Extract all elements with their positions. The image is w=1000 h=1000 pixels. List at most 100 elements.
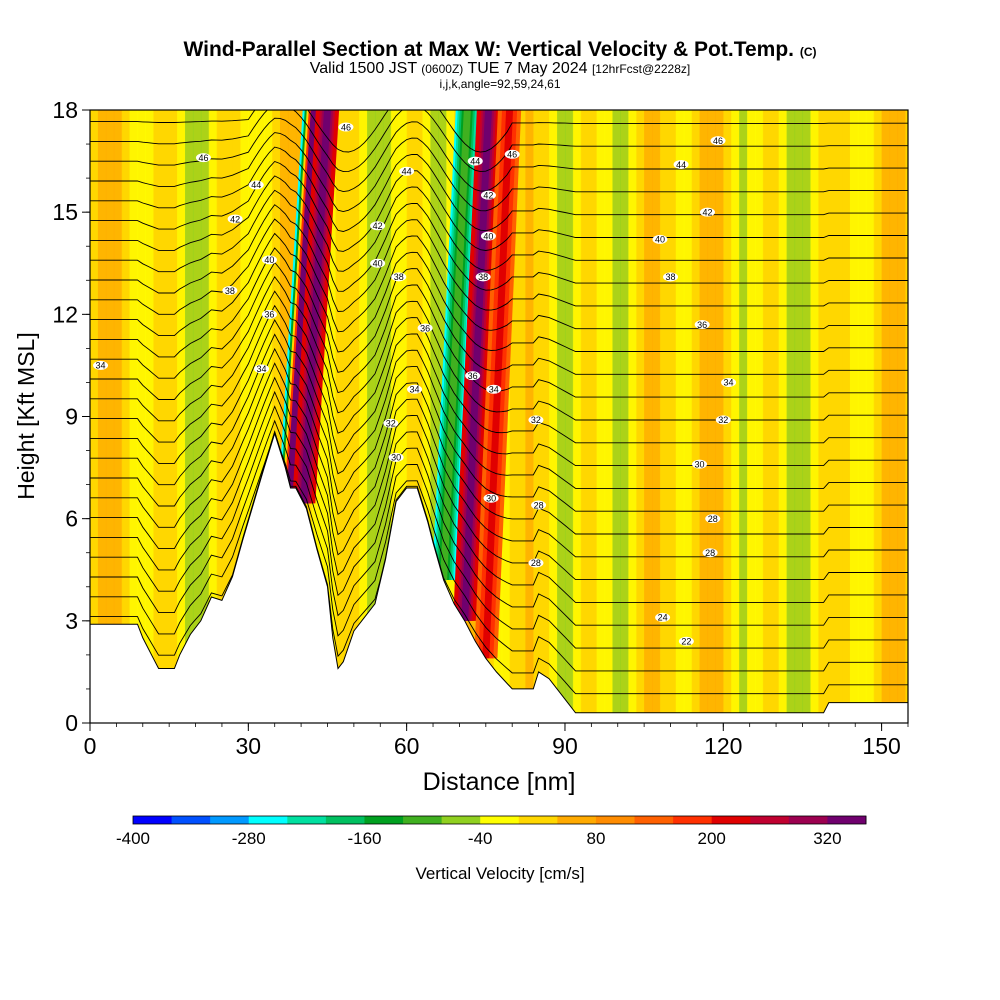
y-tick-label: 15 [52, 199, 78, 225]
field-stripe [636, 110, 645, 723]
isentrope-label: 36 [261, 310, 277, 320]
colorbar-tick-label: -40 [468, 829, 493, 848]
isentrope-label: 46 [195, 153, 211, 163]
field-stripe [161, 110, 170, 723]
svg-text:42: 42 [483, 190, 493, 200]
field-stripe [905, 110, 908, 723]
colorbar: -400 -280 -160 -40 80 200 320 [116, 815, 867, 848]
colorbar-swatch [480, 816, 520, 824]
field-stripe [802, 110, 811, 723]
x-tick-label: 0 [84, 733, 97, 759]
velocity-band [482, 110, 514, 659]
isentrope-line [90, 175, 908, 272]
isentrope-label: 44 [399, 167, 415, 177]
svg-text:32: 32 [386, 419, 396, 429]
field-stripe [659, 110, 669, 723]
svg-text:44: 44 [402, 167, 412, 177]
field-stripe [604, 110, 614, 723]
isentrope-label: 46 [338, 122, 354, 132]
field-stripe [849, 110, 859, 723]
colorbar-swatch [325, 816, 365, 824]
svg-text:30: 30 [486, 494, 496, 504]
field-stripe [747, 110, 756, 723]
field-stripe [153, 110, 162, 723]
chart-params: i,j,k,angle=92,59,24,61 [439, 77, 561, 91]
colorbar-tick-label: -280 [232, 829, 266, 848]
isentrope-line [90, 304, 908, 467]
velocity-band [287, 110, 318, 489]
field-stripe [509, 110, 519, 723]
field-stripe [319, 110, 329, 723]
x-tick-label: 60 [394, 733, 420, 759]
field-stripe [208, 110, 218, 723]
velocity-band [440, 110, 471, 580]
field-stripe [343, 110, 352, 723]
field-stripe [430, 110, 439, 723]
chart-subtitle: Valid 1500 JST (0600Z) TUE 7 May 2024 [1… [309, 60, 691, 77]
svg-text:30: 30 [391, 453, 401, 463]
svg-text:34: 34 [96, 361, 106, 371]
svg-text:44: 44 [676, 160, 686, 170]
isentrope-label: 24 [655, 613, 671, 623]
svg-text:36: 36 [697, 320, 707, 330]
field-stripe [248, 110, 257, 723]
isentrope-label: 38 [391, 272, 407, 282]
y-tick-label: 3 [65, 608, 78, 634]
field-stripe [707, 110, 716, 723]
field-stripe [834, 110, 843, 723]
field-stripe [240, 110, 249, 723]
isentrope-line [90, 110, 908, 173]
field-stripe [754, 110, 764, 723]
isentrope-line [90, 232, 908, 353]
isentrope-line [90, 146, 908, 232]
x-tick-label: 90 [552, 733, 578, 759]
colorbar-tick-label: 200 [697, 829, 725, 848]
isentrope-label: 36 [465, 371, 481, 381]
isentrope-label: 28 [702, 548, 718, 558]
svg-text:42: 42 [702, 207, 712, 217]
colorbar-swatch [287, 816, 327, 824]
svg-text:28: 28 [531, 558, 541, 568]
field-stripe [137, 110, 147, 723]
svg-text:28: 28 [534, 500, 544, 510]
field-stripe [541, 110, 550, 723]
svg-text:46: 46 [713, 136, 723, 146]
svg-text:30: 30 [695, 459, 705, 469]
isentrope-label: 42 [480, 190, 496, 200]
svg-text:36: 36 [420, 323, 430, 333]
field-stripe [256, 110, 265, 723]
isentrope-label: 34 [721, 378, 737, 388]
isentrope-label: 40 [652, 235, 668, 245]
svg-text:34: 34 [410, 385, 420, 395]
field-stripe [113, 110, 123, 723]
y-tick-label: 6 [65, 506, 78, 532]
isentrope-label: 34 [486, 385, 502, 395]
isentrope-label: 36 [694, 320, 710, 330]
colorbar-swatch [133, 816, 173, 824]
field-stripe [335, 110, 344, 723]
svg-text:34: 34 [257, 364, 267, 374]
isentrope-label: 44 [248, 180, 264, 190]
colorbar-tick-label: -160 [347, 829, 381, 848]
field-stripe [200, 110, 210, 723]
field-stripe [873, 110, 883, 723]
field-stripe [762, 110, 772, 723]
svg-text:28: 28 [705, 548, 715, 558]
field-stripe [865, 110, 875, 723]
field-stripe [794, 110, 804, 723]
x-tick-label: 120 [704, 733, 742, 759]
y-axis-label: Height [Kft MSL] [13, 332, 39, 499]
terrain [90, 431, 908, 723]
isentrope-line [90, 275, 908, 421]
field-stripe [739, 110, 748, 723]
colorbar-swatch [827, 816, 867, 824]
field-stripe [857, 110, 867, 723]
field-stripe [810, 110, 819, 723]
field-stripe [612, 110, 621, 723]
plot-area: 46 46 46 46 44 44 44 44 42 42 42 42 40 40 40 40 38 38 38 38… [90, 110, 908, 723]
svg-text:24: 24 [658, 613, 668, 623]
isentrope-line [90, 319, 908, 489]
colorbar-swatch [750, 816, 790, 824]
field-stripe [97, 110, 107, 723]
